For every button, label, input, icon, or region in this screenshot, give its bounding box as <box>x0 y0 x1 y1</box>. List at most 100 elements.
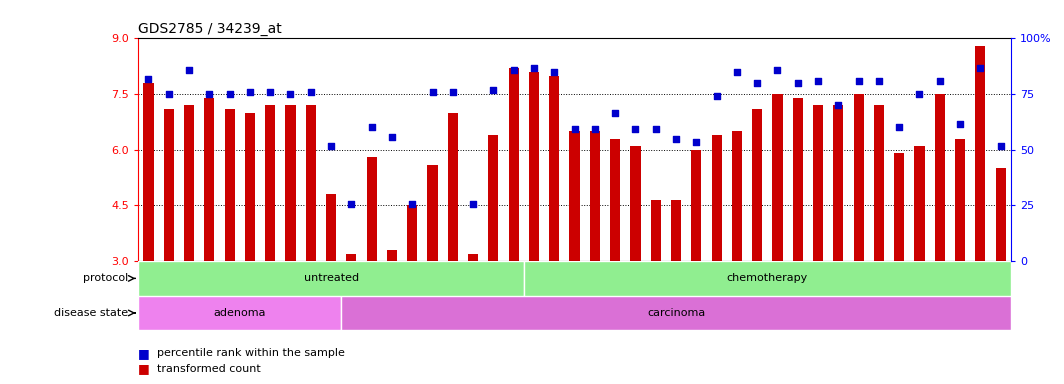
Point <box>363 124 380 131</box>
Bar <box>976 46 985 261</box>
Point <box>810 78 827 84</box>
Point <box>992 143 1009 149</box>
Point <box>627 126 644 132</box>
Point <box>242 89 259 95</box>
Point <box>221 91 238 97</box>
Bar <box>164 109 173 261</box>
Point <box>322 143 339 149</box>
Point <box>505 67 522 73</box>
Bar <box>752 109 762 261</box>
Point <box>485 87 502 93</box>
Bar <box>523 261 1011 296</box>
Point <box>891 124 908 131</box>
Bar <box>589 131 600 261</box>
Text: adenoma: adenoma <box>214 308 266 318</box>
Bar <box>732 131 742 261</box>
Bar <box>569 131 580 261</box>
Bar <box>144 83 153 261</box>
Bar <box>894 154 904 261</box>
Bar <box>692 150 701 261</box>
Bar <box>934 94 945 261</box>
Bar <box>610 139 620 261</box>
Point <box>971 65 988 71</box>
Point <box>546 69 563 75</box>
Text: percentile rank within the sample: percentile rank within the sample <box>157 348 346 358</box>
Bar <box>225 109 235 261</box>
Point <box>667 136 684 142</box>
Point <box>708 93 725 99</box>
Bar <box>305 105 316 261</box>
Bar <box>833 105 844 261</box>
Bar <box>428 165 437 261</box>
Bar <box>509 68 519 261</box>
Bar <box>448 113 458 261</box>
Bar <box>955 139 965 261</box>
Bar <box>138 296 342 330</box>
Bar <box>346 254 356 261</box>
Text: protocol: protocol <box>83 273 128 283</box>
Bar <box>793 98 803 261</box>
Text: carcinoma: carcinoma <box>647 308 705 318</box>
Point <box>302 89 319 95</box>
Text: GDS2785 / 34239_at: GDS2785 / 34239_at <box>138 22 282 36</box>
Point <box>606 109 624 116</box>
Bar <box>387 250 397 261</box>
Text: ■: ■ <box>138 347 150 360</box>
Point <box>931 78 948 84</box>
Point <box>850 78 867 84</box>
Point <box>951 121 968 127</box>
Bar <box>265 105 276 261</box>
Point <box>445 89 462 95</box>
Bar <box>630 146 641 261</box>
Point <box>343 200 360 207</box>
Point <box>282 91 299 97</box>
Text: ■: ■ <box>138 362 150 375</box>
Point <box>181 67 198 73</box>
Point <box>911 91 928 97</box>
Point <box>830 102 847 108</box>
Bar <box>488 135 498 261</box>
Bar <box>342 296 1011 330</box>
Bar <box>184 105 194 261</box>
Point <box>729 69 746 75</box>
Bar <box>874 105 884 261</box>
Point <box>749 80 766 86</box>
Text: untreated: untreated <box>303 273 359 283</box>
Point <box>201 91 218 97</box>
Point <box>586 126 603 132</box>
Bar <box>996 168 1005 261</box>
Bar <box>138 261 523 296</box>
Bar <box>468 254 478 261</box>
Bar <box>549 76 560 261</box>
Bar <box>712 135 721 261</box>
Point <box>769 67 786 73</box>
Text: disease state: disease state <box>54 308 128 318</box>
Point <box>870 78 887 84</box>
Bar <box>326 194 336 261</box>
Text: transformed count: transformed count <box>157 364 262 374</box>
Point <box>526 65 543 71</box>
Point <box>566 126 583 132</box>
Bar <box>245 113 255 261</box>
Point <box>425 89 442 95</box>
Text: chemotherapy: chemotherapy <box>727 273 808 283</box>
Point <box>161 91 178 97</box>
Point <box>647 126 664 132</box>
Point <box>789 80 807 86</box>
Point <box>383 134 400 140</box>
Point <box>465 200 482 207</box>
Bar <box>529 72 539 261</box>
Point <box>262 89 279 95</box>
Bar <box>853 94 864 261</box>
Bar <box>914 146 925 261</box>
Bar <box>204 98 215 261</box>
Bar <box>651 200 661 261</box>
Bar <box>285 105 296 261</box>
Bar <box>367 157 377 261</box>
Bar <box>671 200 681 261</box>
Point <box>140 76 157 82</box>
Bar <box>408 205 417 261</box>
Point <box>687 139 704 146</box>
Point <box>403 200 420 207</box>
Bar <box>813 105 824 261</box>
